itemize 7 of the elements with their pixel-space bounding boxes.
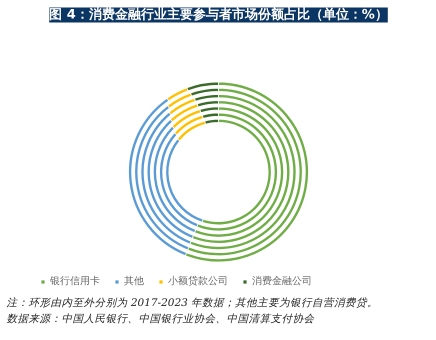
legend-label: 银行信用卡 xyxy=(50,274,100,288)
source-note: 数据来源：中国人民银行、中国银行业协会、中国清算支付协会 xyxy=(6,312,316,325)
text: 注：环形由内至外分别为 2017-2023 年数据；其他主要为银行自营消费贷。 xyxy=(6,297,378,310)
legend-label: 消费金融公司 xyxy=(252,274,312,288)
legend-label: 其他 xyxy=(124,274,144,288)
chart-title: 图 4：消费金融行业主要参与者市场份额占比（单位：%） xyxy=(49,6,388,22)
legend-label: 小额贷款公司 xyxy=(168,274,228,288)
